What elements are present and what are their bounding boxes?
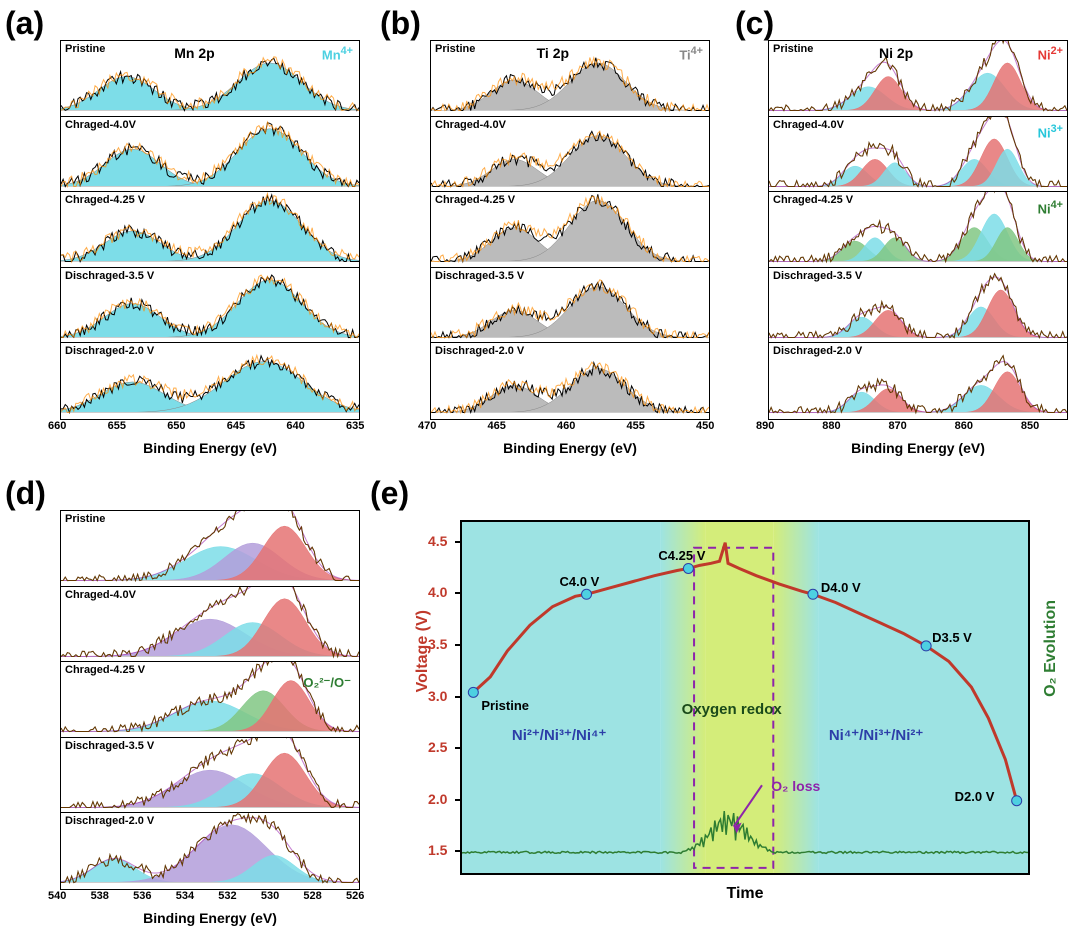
panel-label-d: (d) [5,475,46,512]
spectrum-title: Ni 2p [879,45,913,61]
voltage-point-label: D3.5 V [932,630,972,645]
voltage-tick: 2.0 [428,791,447,807]
time-axis-label: Time [460,885,1030,903]
tick-label: 450 [696,420,714,432]
tick-label: 660 [48,420,66,432]
panel-label-a: (a) [5,5,44,42]
tick-label: 530 [261,890,279,902]
row-label: Pristine [65,43,105,55]
tick-label: 532 [218,890,236,902]
voltage-tick: 3.5 [428,636,447,652]
row-label: Dischraged-2.0 V [773,345,862,357]
tick-label: 880 [822,420,840,432]
species-label: Mn4+ [322,45,353,62]
spectrum-title: Mn 2p [174,45,214,61]
ni-left-label: Ni²⁺/Ni³⁺/Ni⁴⁺ [512,726,607,744]
o2-loss-label: O₂ loss [771,778,820,794]
tick-label: 870 [888,420,906,432]
ni-right-label: Ni⁴⁺/Ni³⁺/Ni²⁺ [829,726,924,744]
row-label: Pristine [435,43,475,55]
row-label: Dischraged-3.5 V [435,270,524,282]
row-label: Chraged-4.0V [65,119,136,131]
tick-label: 860 [955,420,973,432]
row-label: Chraged-4.25 V [65,194,145,206]
axis-label-a: Binding Energy (eV) [60,440,360,456]
row-label: Chraged-4.25 V [773,194,853,206]
axis-label-b: Binding Energy (eV) [430,440,710,456]
row-label: Chraged-4.0V [773,119,844,131]
tick-label: 536 [133,890,151,902]
voltage-tick: 2.5 [428,739,447,755]
xps-panel-b: Pristine Chraged-4.0V Chraged-4.25 V Dischr… [430,40,710,420]
row-label: Pristine [65,513,105,525]
voltage-tick: 4.5 [428,533,447,549]
panel-label-c: (c) [735,5,774,42]
tick-label: 526 [346,890,364,902]
row-label: Chraged-4.25 V [65,664,145,676]
tick-label: 528 [303,890,321,902]
xps-panel-d: Pristine Chraged-4.0V Chraged-4.25 V Dischr… [60,510,360,890]
ni3-label: Ni3+ [1038,123,1063,140]
tick-label: 650 [167,420,185,432]
tick-label: 534 [176,890,194,902]
tick-label: 850 [1021,420,1039,432]
tick-label: 460 [557,420,575,432]
voltage-tick: 4.0 [428,584,447,600]
row-label: Dischraged-2.0 V [65,345,154,357]
panel-label-e: (e) [370,475,409,512]
row-label: Dischraged-3.5 V [65,740,154,752]
tick-label: 538 [91,890,109,902]
row-label: Chraged-4.0V [65,589,136,601]
ni4-label: Ni4+ [1038,199,1063,216]
voltage-point-label: Pristine [481,698,529,713]
row-label: Dischraged-2.0 V [435,345,524,357]
tick-label: 640 [286,420,304,432]
voltage-point-label: C4.25 V [658,548,705,563]
row-label: Dischraged-3.5 V [65,270,154,282]
voltage-point-label: D2.0 V [955,789,995,804]
row-label: Dischraged-3.5 V [773,270,862,282]
tick-label: 645 [227,420,245,432]
species-label: Ti4+ [679,45,703,62]
tick-label: 455 [627,420,645,432]
row-label: Dischraged-2.0 V [65,815,154,827]
row-label: Chraged-4.25 V [435,194,515,206]
axis-label-d: Binding Energy (eV) [60,910,360,926]
tick-label: 540 [48,890,66,902]
oxygen-redox-label: Oxygen redox [682,701,782,718]
voltage-point-label: C4.0 V [560,574,600,589]
chart-e [460,520,1030,875]
tick-label: 655 [108,420,126,432]
voltage-tick: 3.0 [428,688,447,704]
ni2-label: Ni2+ [1038,45,1063,62]
xps-panel-c: Pristine Chraged-4.0V Chraged-4.25 V Dischr… [768,40,1068,420]
spectrum-title: Ti 2p [537,45,569,61]
tick-label: 470 [418,420,436,432]
tick-label: 635 [346,420,364,432]
tick-label: 465 [488,420,506,432]
panel-label-b: (b) [380,5,421,42]
row-label: Chraged-4.0V [435,119,506,131]
voltage-tick: 1.5 [428,842,447,858]
tick-label: 890 [756,420,774,432]
row-label: Pristine [773,43,813,55]
o2-axis-label: O₂ Evolution [1042,600,1060,697]
axis-label-c: Binding Energy (eV) [768,440,1068,456]
xps-panel-a: Pristine Chraged-4.0V Chraged-4.25 V Dischr… [60,40,360,420]
o2-species-label: O₂²⁻/O⁻ [303,675,351,691]
voltage-point-label: D4.0 V [821,580,861,595]
